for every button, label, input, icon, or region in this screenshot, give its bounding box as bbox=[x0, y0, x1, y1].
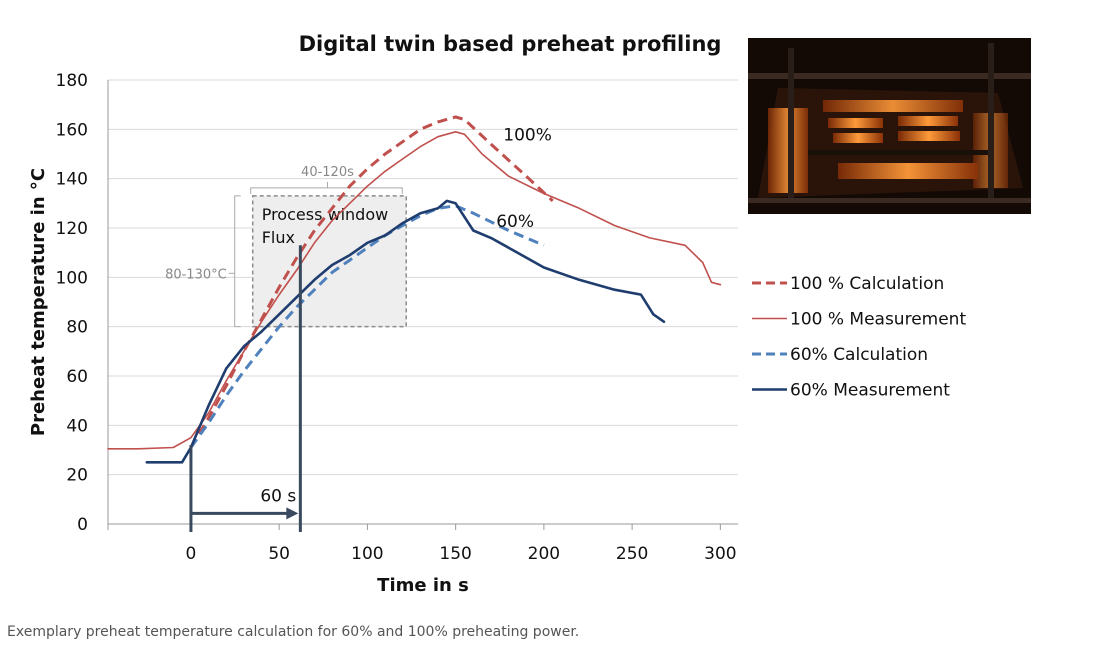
y-tick-label: 60 bbox=[66, 367, 88, 387]
y-tick-label: 80 bbox=[66, 318, 88, 338]
series-lines bbox=[107, 115, 722, 464]
x-tick-label: 150 bbox=[439, 544, 471, 564]
duration-arrowhead bbox=[286, 507, 299, 520]
y-tick-label: 20 bbox=[66, 466, 88, 486]
time-range-bracket bbox=[250, 187, 403, 194]
chart-title: Digital twin based preheat profiling bbox=[299, 32, 722, 56]
x-tick-label: 100 bbox=[351, 544, 383, 564]
y-tick-label: 0 bbox=[77, 515, 88, 535]
legend-label-0: 100 % Calculation bbox=[790, 274, 944, 294]
time-range-label: 40-120s bbox=[301, 165, 354, 180]
label-100-percent: 100% bbox=[503, 125, 552, 145]
x-tick-label: 250 bbox=[616, 544, 648, 564]
x-tick-label: 200 bbox=[528, 544, 560, 564]
temp-range-label: 80-130°C bbox=[165, 267, 227, 282]
legend-label-3: 60% Measurement bbox=[790, 381, 950, 401]
axes: 0 20 40 60 80 100 120 140 160 180 0 50 100 150 200 250 3… bbox=[56, 71, 738, 564]
time-markers: 60 s bbox=[189, 245, 302, 532]
x-axis-title: Time in s bbox=[377, 575, 469, 596]
x-tick-label: 300 bbox=[704, 544, 736, 564]
y-tick-label: 100 bbox=[56, 268, 88, 288]
legend-label-1: 100 % Measurement bbox=[790, 310, 966, 330]
process-window-label: Process window bbox=[262, 205, 388, 224]
x-tick-label: 50 bbox=[268, 544, 290, 564]
process-window: 40-120s 80-130°C Process window Flux bbox=[165, 165, 407, 328]
y-tick-label: 180 bbox=[56, 71, 88, 91]
series-line-2 bbox=[189, 204, 545, 449]
legend: 100 % Calculation 100 % Measurement 60% Ca… bbox=[752, 274, 966, 401]
flux-label: Flux bbox=[262, 228, 295, 247]
y-tick-label: 140 bbox=[56, 170, 88, 190]
x-tick-label: 0 bbox=[186, 544, 197, 564]
series-line-1 bbox=[107, 131, 722, 450]
series-line-3 bbox=[145, 199, 666, 464]
grid-lines bbox=[108, 79, 738, 476]
label-60-percent: 60% bbox=[496, 212, 534, 232]
y-tick-label: 120 bbox=[56, 219, 88, 239]
y-axis-title: Preheat temperature in °C bbox=[28, 168, 49, 436]
temp-range-bracket bbox=[234, 195, 241, 328]
figure-caption: Exemplary preheat temperature calculatio… bbox=[7, 624, 580, 640]
process-window-box bbox=[251, 195, 407, 328]
y-tick-label: 160 bbox=[56, 120, 88, 140]
legend-label-2: 60% Calculation bbox=[790, 345, 928, 365]
furnace-photo bbox=[748, 38, 1031, 214]
chart-labels: Digital twin based preheat profiling Time… bbox=[28, 32, 721, 596]
duration-label: 60 s bbox=[260, 486, 296, 506]
y-tick-label: 40 bbox=[66, 416, 88, 436]
